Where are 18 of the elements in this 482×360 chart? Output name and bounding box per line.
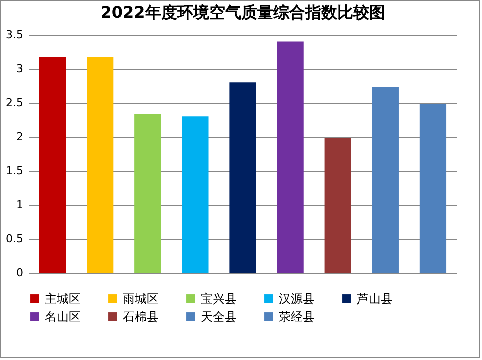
chart-title: 2022年度环境空气质量综合指数比较图 <box>100 3 386 22</box>
legend-label: 主城区 <box>45 292 81 306</box>
y-tick-label: 2 <box>16 130 24 144</box>
legend-label: 天全县 <box>201 310 237 324</box>
y-tick-label: 3 <box>16 62 24 76</box>
legend-label: 雨城区 <box>123 292 159 306</box>
y-tick-label: 1 <box>16 198 24 212</box>
y-tick-label: 3.5 <box>6 28 24 42</box>
legend-label: 名山区 <box>45 310 81 324</box>
y-tick-label: 2.5 <box>6 96 24 110</box>
y-tick-label: 1.5 <box>6 164 24 178</box>
legend-label: 荥经县 <box>279 310 315 324</box>
y-tick-label: 0 <box>16 266 24 280</box>
legend-label: 石棉县 <box>123 310 159 324</box>
legend-label: 芦山县 <box>357 292 393 306</box>
legend-label: 汉源县 <box>279 292 315 306</box>
legend-label: 宝兴县 <box>201 292 237 306</box>
y-tick-label: 0.5 <box>6 232 24 246</box>
